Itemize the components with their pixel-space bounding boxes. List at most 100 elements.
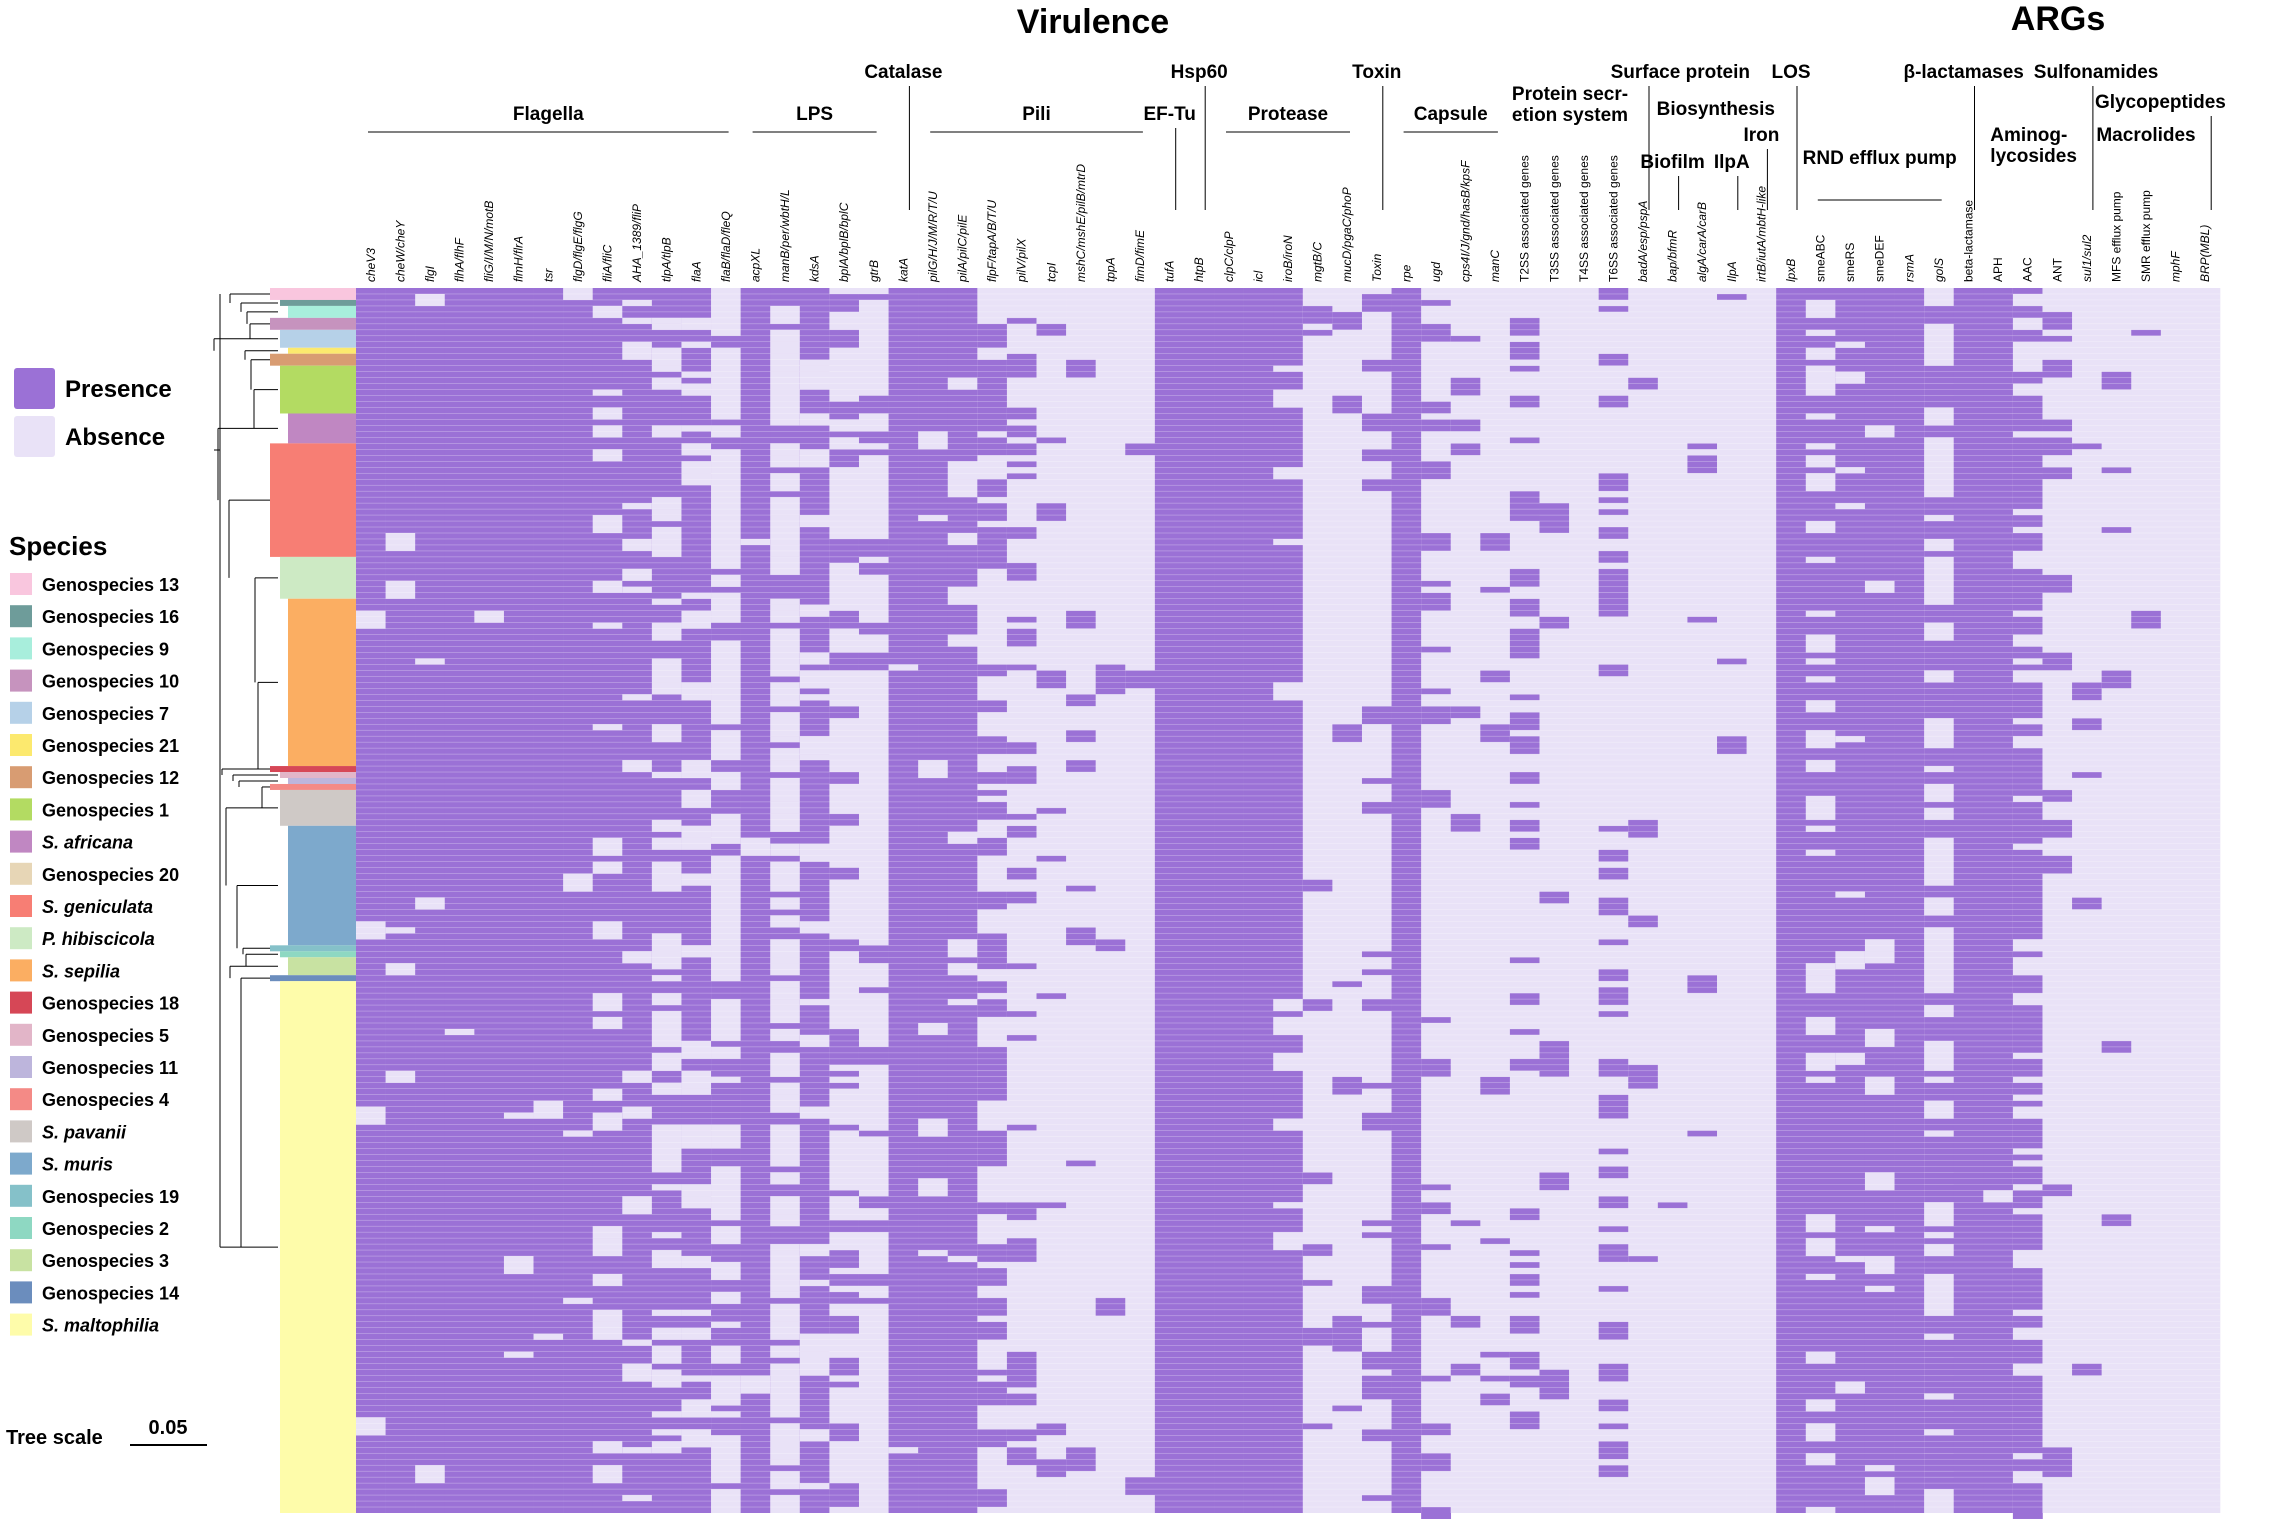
gene-label: bap/bfmR (1666, 230, 1680, 282)
heatmap-cell (1480, 1351, 1511, 1358)
heatmap-column (1273, 288, 1304, 1513)
heatmap-cell (622, 1196, 653, 1215)
heatmap-cell (1361, 1232, 1392, 1239)
heatmap-cell (592, 1238, 623, 1257)
heatmap-cell (770, 473, 801, 492)
heatmap-cell (1924, 1154, 1955, 1173)
heatmap-cell (1805, 473, 1836, 492)
heatmap-cell (1835, 951, 1866, 970)
category-label: β-lactamases (1903, 62, 2023, 83)
heatmap-cell (2072, 772, 2102, 778)
heatmap-cell (858, 652, 889, 671)
heatmap-cell (711, 586, 741, 593)
heatmap-cell (681, 1309, 712, 1316)
category-label: Protease (1248, 104, 1328, 125)
heatmap-column (1332, 288, 1363, 1513)
heatmap-cell (2042, 437, 2073, 456)
heatmap-cell (385, 533, 416, 551)
heatmap-cell (1924, 1184, 1955, 1203)
heatmap-cell (2101, 527, 2132, 533)
heatmap-cell (1924, 1070, 1955, 1077)
absence-swatch (14, 416, 55, 457)
clade-strip (270, 945, 356, 952)
gene-label: flaB/flaD/fleQ (719, 211, 733, 282)
heatmap-cell (977, 837, 1008, 856)
heatmap-cell (1480, 533, 1511, 551)
heatmap-column (1746, 288, 1777, 1513)
category-header: Pili (930, 104, 1143, 133)
heatmap-cell (2012, 682, 2043, 701)
species-legend-item: S. muris (10, 1152, 113, 1175)
species-legend-item: Genospecies 12 (10, 766, 179, 789)
heatmap-cell (1509, 801, 1540, 808)
heatmap-cell (1066, 610, 1096, 629)
heatmap-column (1835, 288, 1866, 1513)
heatmap-cell (2012, 1178, 2043, 1185)
heatmap-cell (592, 993, 623, 1012)
heatmap-cell (1924, 1017, 1955, 1023)
heatmap-cell (2012, 1339, 2043, 1346)
gene-label: AHA_1389/fliP (630, 204, 644, 283)
heatmap-cell (1924, 305, 1955, 324)
heatmap-cell (651, 1429, 682, 1436)
heatmap-cell (1687, 1130, 1718, 1137)
heatmap-cell (1421, 1297, 1452, 1316)
species-label: S. maltophilia (42, 1316, 159, 1336)
heatmap-cell (1598, 1441, 1629, 1460)
heatmap-cell (2072, 682, 2102, 701)
category-label: lycosides (1990, 146, 2077, 167)
heatmap-cell (1805, 825, 1836, 832)
heatmap-cell (356, 921, 386, 940)
species-swatch (10, 1056, 32, 1078)
category-label: Macrolides (2096, 125, 2195, 146)
heatmap-cell (770, 1178, 801, 1185)
heatmap-cell (1924, 700, 1955, 719)
heatmap-cell (918, 1118, 949, 1137)
gene-label: T6SS associated genes (1607, 155, 1621, 282)
clade-strip (280, 299, 356, 306)
heatmap-column (681, 288, 712, 1513)
species-swatch (10, 669, 32, 692)
heatmap-cell (681, 610, 712, 629)
heatmap-cell (1805, 299, 1836, 318)
heatmap-cell (533, 1333, 564, 1340)
heatmap-column (474, 288, 505, 1513)
heatmap-cell (1095, 1297, 1126, 1316)
species-swatch (10, 766, 32, 789)
heatmap-cell (770, 813, 801, 832)
heatmap-column (1302, 288, 1333, 1513)
heatmap-cell (977, 1130, 1008, 1149)
heatmap-cell (1864, 1076, 1895, 1095)
heatmap-column (1628, 288, 1659, 1513)
heatmap-cell (592, 1321, 623, 1340)
heatmap-cell (711, 1100, 741, 1119)
heatmap-cell (770, 353, 801, 372)
heatmap-cell (1687, 975, 1718, 994)
heatmap-column (1243, 288, 1274, 1513)
heatmap-cell (770, 497, 801, 516)
heatmap-cell (799, 736, 830, 755)
gene-label: acpXL (748, 248, 762, 282)
heatmap-cell (1509, 1315, 1540, 1334)
heatmap-cell (1864, 1285, 1895, 1292)
category-label: Biosynthesis (1657, 99, 1775, 120)
heatmap-column (799, 288, 830, 1513)
heatmap-cell (1687, 455, 1718, 474)
category-header: RND efflux pump (1803, 148, 1957, 201)
gene-label: T2SS associated genes (1518, 155, 1532, 282)
heatmap-cell (2012, 1190, 2043, 1209)
heatmap-cell (977, 437, 1008, 456)
presence-swatch (14, 368, 55, 409)
heatmap-cell (1835, 1256, 1866, 1263)
species-legend-item: S. maltophilia (10, 1313, 159, 1336)
heatmap-cell (651, 1011, 682, 1029)
heatmap-cell (1864, 1172, 1895, 1179)
heatmap-cell (770, 371, 801, 390)
heatmap-cell (1598, 574, 1629, 593)
heatmap-cell (651, 622, 682, 641)
heatmap-cell (2072, 443, 2102, 450)
clade-strip (280, 556, 356, 599)
gene-label: tppA (1104, 257, 1118, 282)
heatmap-cell (2012, 1118, 2043, 1137)
heatmap-cell (977, 1256, 1008, 1263)
